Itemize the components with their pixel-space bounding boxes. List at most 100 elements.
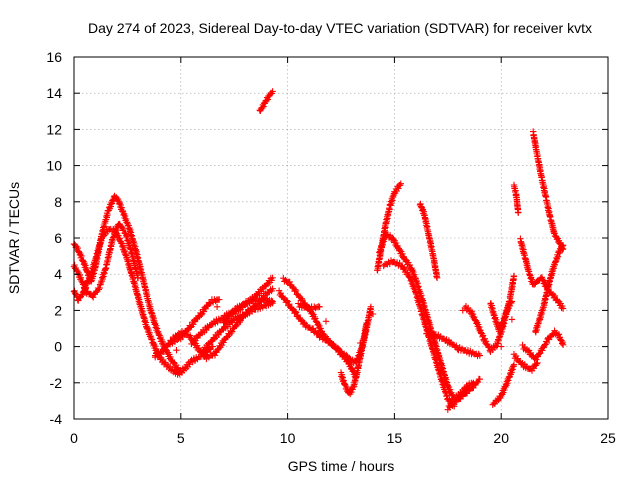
data-point (269, 285, 276, 292)
data-point (363, 319, 370, 327)
data-point (213, 303, 221, 310)
data-point (307, 306, 314, 314)
data-point (551, 292, 559, 300)
data-point (74, 244, 81, 252)
x-tick-label: 25 (600, 430, 616, 446)
data-point (559, 242, 567, 249)
series-arc-17 (416, 200, 441, 281)
data-point (120, 225, 127, 232)
data-point (469, 311, 477, 318)
series-arc-21 (487, 298, 516, 335)
data-point (404, 269, 411, 276)
data-point (397, 180, 404, 187)
data-point (167, 353, 174, 361)
data-point (228, 329, 235, 337)
data-point (76, 271, 83, 279)
data-point (269, 298, 276, 305)
series-arc-27 (510, 351, 541, 374)
data-point (71, 261, 78, 269)
series-arc-8 (220, 274, 276, 326)
data-point (322, 318, 330, 325)
data-point (559, 305, 567, 312)
series-arc-15 (376, 231, 477, 403)
data-point (539, 347, 546, 354)
data-point (534, 359, 541, 367)
y-axis-label: SDTVAR / TECUs (6, 182, 22, 294)
data-point (300, 319, 307, 326)
data-point (558, 337, 565, 344)
data-point (82, 285, 89, 292)
data-point (206, 300, 213, 307)
series-arc-18 (444, 375, 483, 413)
data-point (446, 386, 454, 393)
data-point (292, 286, 299, 293)
data-point (173, 347, 180, 354)
data-point (542, 341, 549, 348)
data-point (298, 295, 305, 302)
data-point (484, 342, 492, 350)
data-point (453, 342, 460, 349)
data-point (263, 97, 270, 105)
data-point (357, 339, 364, 347)
series-arc-23 (510, 181, 522, 216)
data-point (482, 338, 490, 345)
data-point (211, 352, 219, 359)
data-point (508, 298, 516, 305)
data-point (476, 352, 483, 359)
data-point (369, 310, 377, 318)
y-tick-label: 12 (46, 121, 62, 137)
data-point (312, 315, 319, 322)
axis-ticks: 0 5 10 15 20 25 -4 -2 0 2 4 6 8 10 12 14 16 (46, 49, 616, 446)
data-point (343, 351, 350, 359)
data-point (312, 304, 319, 312)
data-point (316, 303, 323, 310)
data-point (559, 242, 566, 250)
data-point (187, 324, 194, 331)
y-tick-label: 16 (46, 49, 62, 65)
data-point (559, 341, 567, 348)
y-tick-label: 8 (54, 194, 62, 210)
x-tick-label: 5 (177, 430, 185, 446)
data-point (283, 297, 290, 304)
data-point (347, 361, 354, 368)
data-point (459, 307, 466, 314)
data-point (543, 339, 551, 347)
data-point (533, 360, 540, 368)
data-point (260, 103, 267, 110)
series-arc-10 (280, 275, 360, 381)
y-tick-label: -2 (50, 375, 63, 391)
data-point (268, 297, 275, 304)
series-arc-26 (519, 327, 567, 363)
y-tick-label: 10 (46, 158, 62, 174)
y-tick-label: 4 (54, 266, 62, 282)
x-tick-label: 15 (387, 430, 403, 446)
series-arc-28 (532, 242, 567, 336)
data-point (334, 344, 341, 352)
data-point (476, 376, 483, 383)
y-tick-label: 6 (54, 230, 62, 246)
data-point (392, 239, 400, 247)
data-layer (70, 88, 567, 413)
series-arc-19 (423, 327, 483, 360)
data-point (557, 247, 564, 254)
data-point (551, 230, 558, 237)
data-point (326, 337, 333, 345)
series-arc-12 (295, 300, 323, 314)
data-point (107, 203, 114, 210)
data-point (367, 303, 375, 310)
data-point (399, 250, 406, 258)
data-point (116, 235, 123, 242)
data-point (510, 361, 518, 368)
data-point (95, 286, 102, 293)
y-tick-label: 14 (46, 85, 62, 101)
data-point (216, 296, 223, 303)
y-tick-label: 2 (54, 302, 62, 318)
data-point (152, 352, 159, 359)
y-tick-label: 0 (54, 339, 62, 355)
grid-lines (74, 57, 608, 419)
data-point (259, 104, 266, 112)
data-point (508, 316, 516, 323)
series-arc-16 (380, 257, 458, 410)
series-arc-7 (199, 297, 276, 356)
